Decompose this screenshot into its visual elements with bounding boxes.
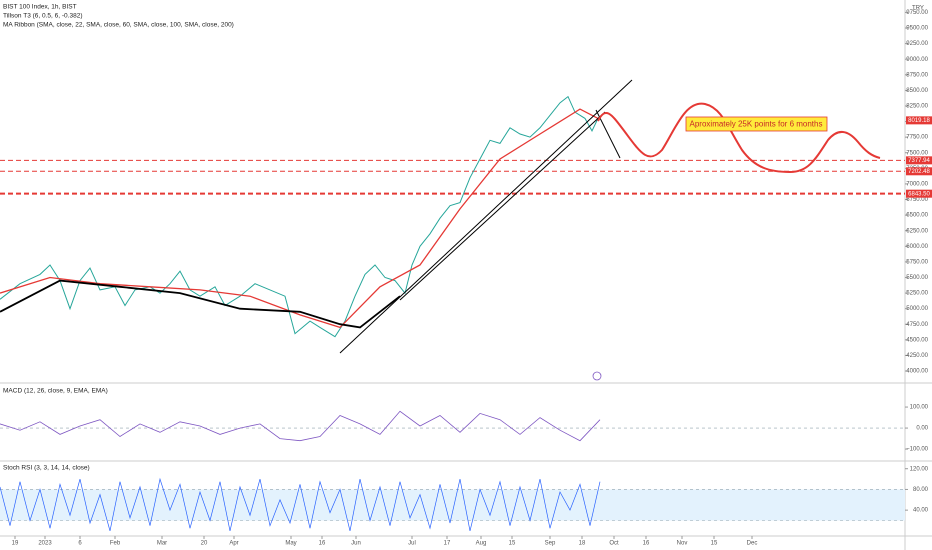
y-tick-label: 5250.00 <box>906 291 928 297</box>
pane-title: MACD (12, 26, close, 9, EMA, EMA) <box>3 388 108 395</box>
series-line <box>0 108 599 329</box>
y-tick-label: 4750.00 <box>906 322 928 328</box>
y-tick-label: 7000.00 <box>906 181 928 187</box>
x-tick-label: Jul <box>408 541 416 547</box>
y-tick-label: 6000.00 <box>906 244 928 250</box>
x-tick-label: 2023 <box>38 541 52 547</box>
x-tick-label: May <box>285 541 296 547</box>
y-tick-label: 9250.00 <box>906 41 928 47</box>
annotation-box <box>685 116 828 132</box>
price-level-label: 7377.94 <box>908 158 930 164</box>
y-tick-label: 7500.00 <box>906 150 928 156</box>
y-tick-label: 5000.00 <box>906 306 928 312</box>
projection-curve <box>597 102 881 174</box>
price-level-tag <box>906 156 932 165</box>
x-tick-label: 6 <box>78 541 82 547</box>
x-tick-label: Apr <box>229 541 238 547</box>
x-tick-label: Dec <box>747 541 758 547</box>
y-tick-label: 40.00 <box>913 508 929 514</box>
y-tick-label: 9750.00 <box>906 10 928 16</box>
y-tick-label: 6500.00 <box>906 213 928 219</box>
y-tick-label: 4000.00 <box>906 369 928 375</box>
y-tick-label: 80.00 <box>913 487 929 493</box>
x-tick-label: Feb <box>110 541 121 547</box>
y-tick-label: 4250.00 <box>906 353 928 359</box>
last-price-label: 8019.18 <box>908 118 930 124</box>
chart-title: BIST 100 Index, 1h, BIST <box>3 4 77 11</box>
annotation: Aproximately 25K points for 6 months <box>690 120 823 129</box>
x-tick-label: 18 <box>579 541 586 547</box>
trend-line <box>399 111 606 301</box>
price-level-tag <box>906 167 932 176</box>
x-tick-label: Sep <box>545 541 556 547</box>
series-line <box>0 279 401 329</box>
y-tick-label: 0.00 <box>916 426 928 432</box>
earnings-icon <box>592 371 602 381</box>
plot-layer: 19 2023 6 Feb Mar 20 Apr May 16 Jun Jul 17 Aug 15 Sep 1… <box>0 10 932 547</box>
last-price-tag <box>906 116 932 125</box>
series-line <box>0 95 599 338</box>
x-tick-label: 16 <box>643 541 650 547</box>
x-tick-label: 16 <box>319 541 326 547</box>
stoch-band <box>0 489 905 521</box>
price-level-tag <box>906 189 932 198</box>
x-tick-label: Jun <box>351 541 361 547</box>
currency: TRY <box>912 6 924 12</box>
y-tick-label: 5500.00 <box>906 275 928 281</box>
y-tick-label: 5750.00 <box>906 259 928 265</box>
x-tick-label: 15 <box>711 541 718 547</box>
y-tick-label: 100.00 <box>910 405 929 411</box>
x-tick-label: 19 <box>12 541 19 547</box>
x-tick-label: Mar <box>157 541 167 547</box>
x-tick-label: Oct <box>609 541 619 547</box>
y-tick-label: 6750.00 <box>906 197 928 203</box>
series-line <box>0 477 601 531</box>
y-tick-label: 120.00 <box>910 466 929 472</box>
indicator-legend: MA Ribbon (SMA, close, 22, SMA, close, 6… <box>3 22 234 29</box>
y-tick-label: 9500.00 <box>906 26 928 32</box>
x-tick-label: 17 <box>444 541 451 547</box>
y-tick-label: 6250.00 <box>906 228 928 234</box>
x-tick-label: 15 <box>509 541 516 547</box>
x-tick-label: 20 <box>201 541 208 547</box>
y-tick-label: 8500.00 <box>906 88 928 94</box>
y-tick-label: 9000.00 <box>906 57 928 63</box>
y-tick-label: −100.00 <box>906 447 929 453</box>
indicator-legend: Tillson T3 (6, 0.5, 6, -0.382) <box>3 13 82 20</box>
y-tick-label: 7750.00 <box>906 135 928 141</box>
y-tick-label: 4500.00 <box>906 337 928 343</box>
y-tick-label: 8250.00 <box>906 104 928 110</box>
x-tick-label: Aug <box>476 541 487 547</box>
x-tick-label: Nov <box>677 541 688 547</box>
series-line <box>0 410 601 442</box>
y-tick-label: 8750.00 <box>906 72 928 78</box>
pane-title: Stoch RSI (3, 3, 14, 14, close) <box>3 465 90 472</box>
trend-line <box>339 79 633 354</box>
price-level-label: 6843.50 <box>908 191 930 197</box>
price-level-label: 7202.48 <box>908 169 930 175</box>
